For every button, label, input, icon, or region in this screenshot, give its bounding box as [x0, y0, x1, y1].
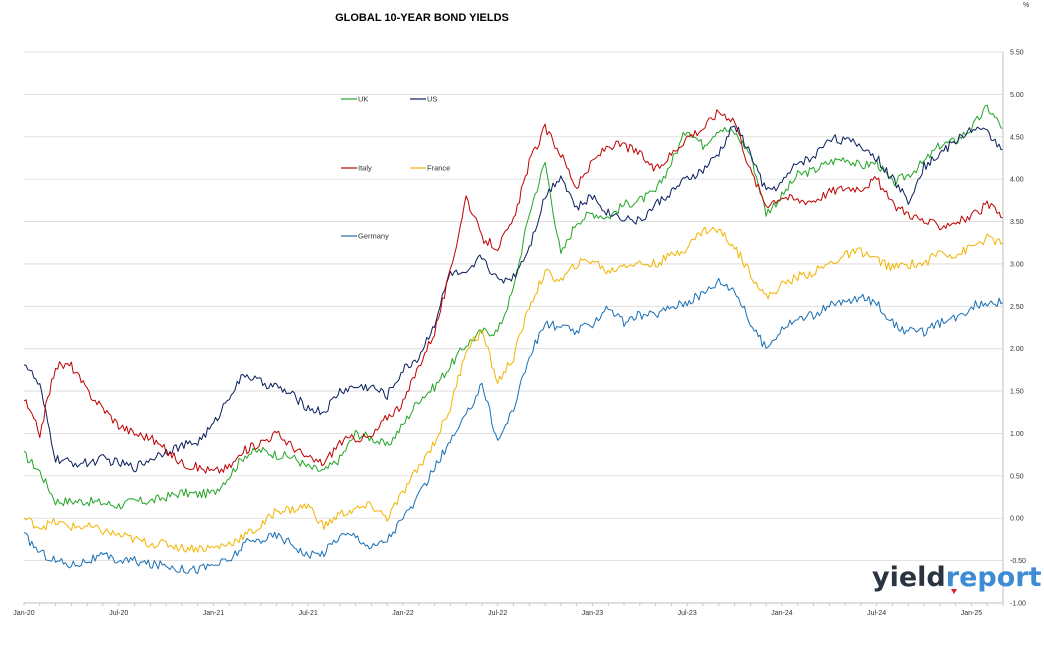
y-tick-label: 4.50: [1010, 134, 1024, 141]
legend-label-us: US: [427, 95, 437, 104]
series-lines: [23, 104, 1004, 574]
svg-text:yieldreport: yieldreport: [872, 562, 1042, 593]
y-tick-label: 5.00: [1010, 92, 1024, 99]
y-tick-label: 1.00: [1010, 431, 1024, 438]
x-tick-label: Jan-24: [771, 610, 793, 617]
y-tick-label: 5.50: [1010, 50, 1024, 57]
legend-label-france: France: [427, 164, 450, 173]
y-tick-label: 2.00: [1010, 346, 1024, 353]
y-tick-label: 2.50: [1010, 304, 1024, 311]
x-tick-label: Jul-20: [109, 610, 128, 617]
y-tick-label: 3.50: [1010, 219, 1024, 226]
y-tick-label: 1.50: [1010, 389, 1024, 396]
series-line-germany: [23, 277, 1004, 574]
x-tick-label: Jan-25: [961, 610, 983, 617]
logo-report: report: [946, 562, 1042, 593]
yieldreport-logo: yieldreport: [872, 562, 1042, 594]
x-tick-label: Jul-23: [678, 610, 697, 617]
series-line-france: [23, 226, 1004, 553]
series-line-italy: [23, 109, 1004, 474]
y-tick-label: 0.00: [1010, 516, 1024, 523]
x-tick-label: Jan-21: [203, 610, 225, 617]
legend-label-italy: Italy: [358, 164, 372, 173]
unit-label: %: [1023, 2, 1029, 9]
x-tick-label: Jul-24: [867, 610, 886, 617]
y-tick-label: 3.00: [1010, 261, 1024, 268]
x-tick-label: Jul-21: [299, 610, 318, 617]
y-tick-label: 0.50: [1010, 473, 1024, 480]
gridlines: [24, 51, 1003, 604]
legend-label-uk: UK: [358, 95, 368, 104]
x-tick-label: Jul-22: [488, 610, 507, 617]
axes: 5.50 5.00 4.50 4.00 3.50 3.00 2.50 2.00 1.50 1.00…: [13, 50, 1026, 618]
y-tick-label: -1.00: [1010, 601, 1026, 608]
logo-marker-icon: [951, 589, 957, 594]
y-tick-label: -0.50: [1010, 558, 1026, 565]
x-tick-label: Jan-23: [582, 610, 604, 617]
x-tick-label: Jan-22: [392, 610, 414, 617]
legend: UK US Italy France Germany: [341, 95, 450, 241]
series-line-us: [23, 125, 1004, 473]
x-tick-label: Jan-20: [13, 610, 35, 617]
chart-title: GLOBAL 10-YEAR BOND YIELDS: [335, 12, 509, 24]
series-line-uk: [23, 104, 1004, 510]
logo-yield: yield: [872, 562, 946, 593]
legend-label-germany: Germany: [358, 232, 389, 241]
y-tick-label: 4.00: [1010, 177, 1024, 184]
